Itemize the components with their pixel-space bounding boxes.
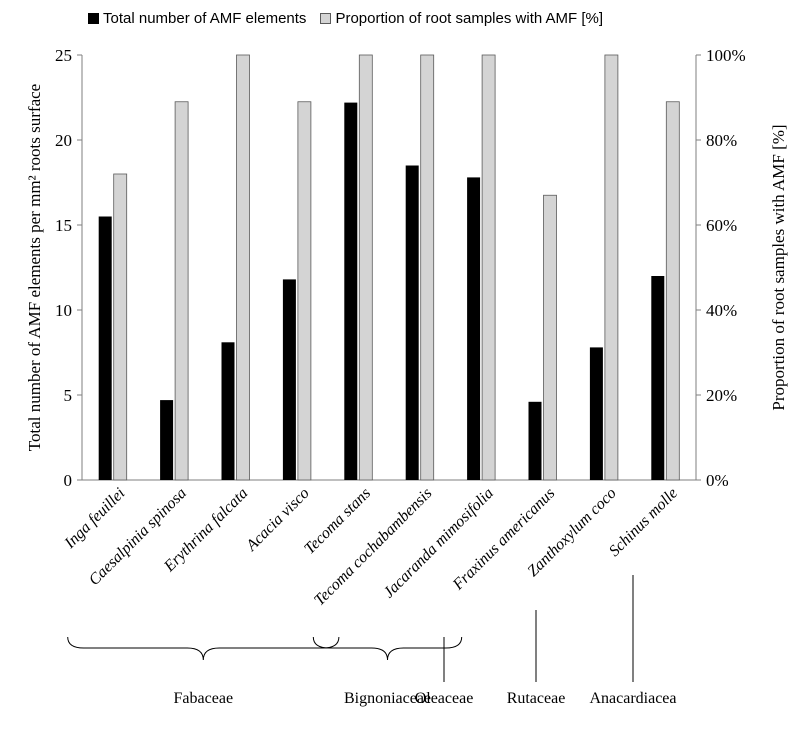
bar-proportion-amf [543,194,557,481]
family-label: Anacardiacea [589,690,676,707]
x-tick-label: Tecoma cochabambensis [311,485,435,609]
family-label: Rutaceae [507,690,566,707]
y-tick-label-right: 40% [706,301,737,320]
y-axis-title-right: Proportion of root samples with AMF [%] [769,124,788,410]
y-tick-label-right: 100% [706,46,746,65]
y-tick-label-left: 10 [55,301,72,320]
y-tick-label-right: 60% [706,216,737,235]
bar-amf-elements [589,347,603,480]
bar-proportion-amf [665,101,680,481]
bar-proportion-amf [297,101,312,481]
y-tick-label-left: 15 [55,216,72,235]
bar-proportion-amf [174,101,189,481]
family-label: Fabaceae [174,690,234,707]
legend-swatch-series2 [320,12,332,24]
bar-amf-elements [344,102,358,480]
bar-amf-elements [282,279,296,480]
y-tick-label-right: 80% [706,131,737,150]
family-brace [312,636,463,661]
bar-amf-elements [405,165,419,480]
x-tick-label: Inga feuillei [61,485,129,553]
bar-amf-elements [651,276,665,480]
bar-amf-elements [160,400,174,480]
bar-amf-elements [467,177,481,480]
y-tick-label-left: 5 [64,386,73,405]
bar-proportion-amf [604,54,619,481]
bar-proportion-amf [420,54,435,481]
legend-label-series2: Proportion of root samples with AMF [%] [335,9,604,27]
bar-proportion-amf [236,54,250,481]
x-tick-label: Fraxinus americanus [449,485,558,594]
y-tick-label-right: 0% [706,471,729,490]
y-tick-label-left: 0 [64,471,73,490]
legend-item-series2: Proportion of root samples with AMF [%] [320,10,603,27]
bar-amf-elements [528,401,542,480]
y-axis-title-left: Total number of AMF elements per mm² roo… [25,84,44,451]
family-label: Bignoniaceae [344,690,431,707]
legend-label-series1: Total number of AMF elements [103,9,307,27]
x-tick-label: Jacaranda mimosifolia [380,485,497,602]
y-tick-label-left: 20 [55,131,72,150]
y-tick-label-left: 25 [55,46,72,65]
bar-proportion-amf [481,54,496,481]
y-tick-label-right: 20% [706,386,737,405]
bar-amf-elements [98,216,112,480]
legend-swatch-series1 [88,12,99,24]
family-label: Oleaceae [415,690,474,707]
legend-item-series1: Total number of AMF elements [88,10,306,27]
bar-proportion-amf [113,173,128,481]
family-brace [67,636,340,661]
chart-legend: Total number of AMF elements Proportion … [88,8,617,28]
bar-amf-elements [221,342,235,480]
bar-proportion-amf [358,54,373,481]
